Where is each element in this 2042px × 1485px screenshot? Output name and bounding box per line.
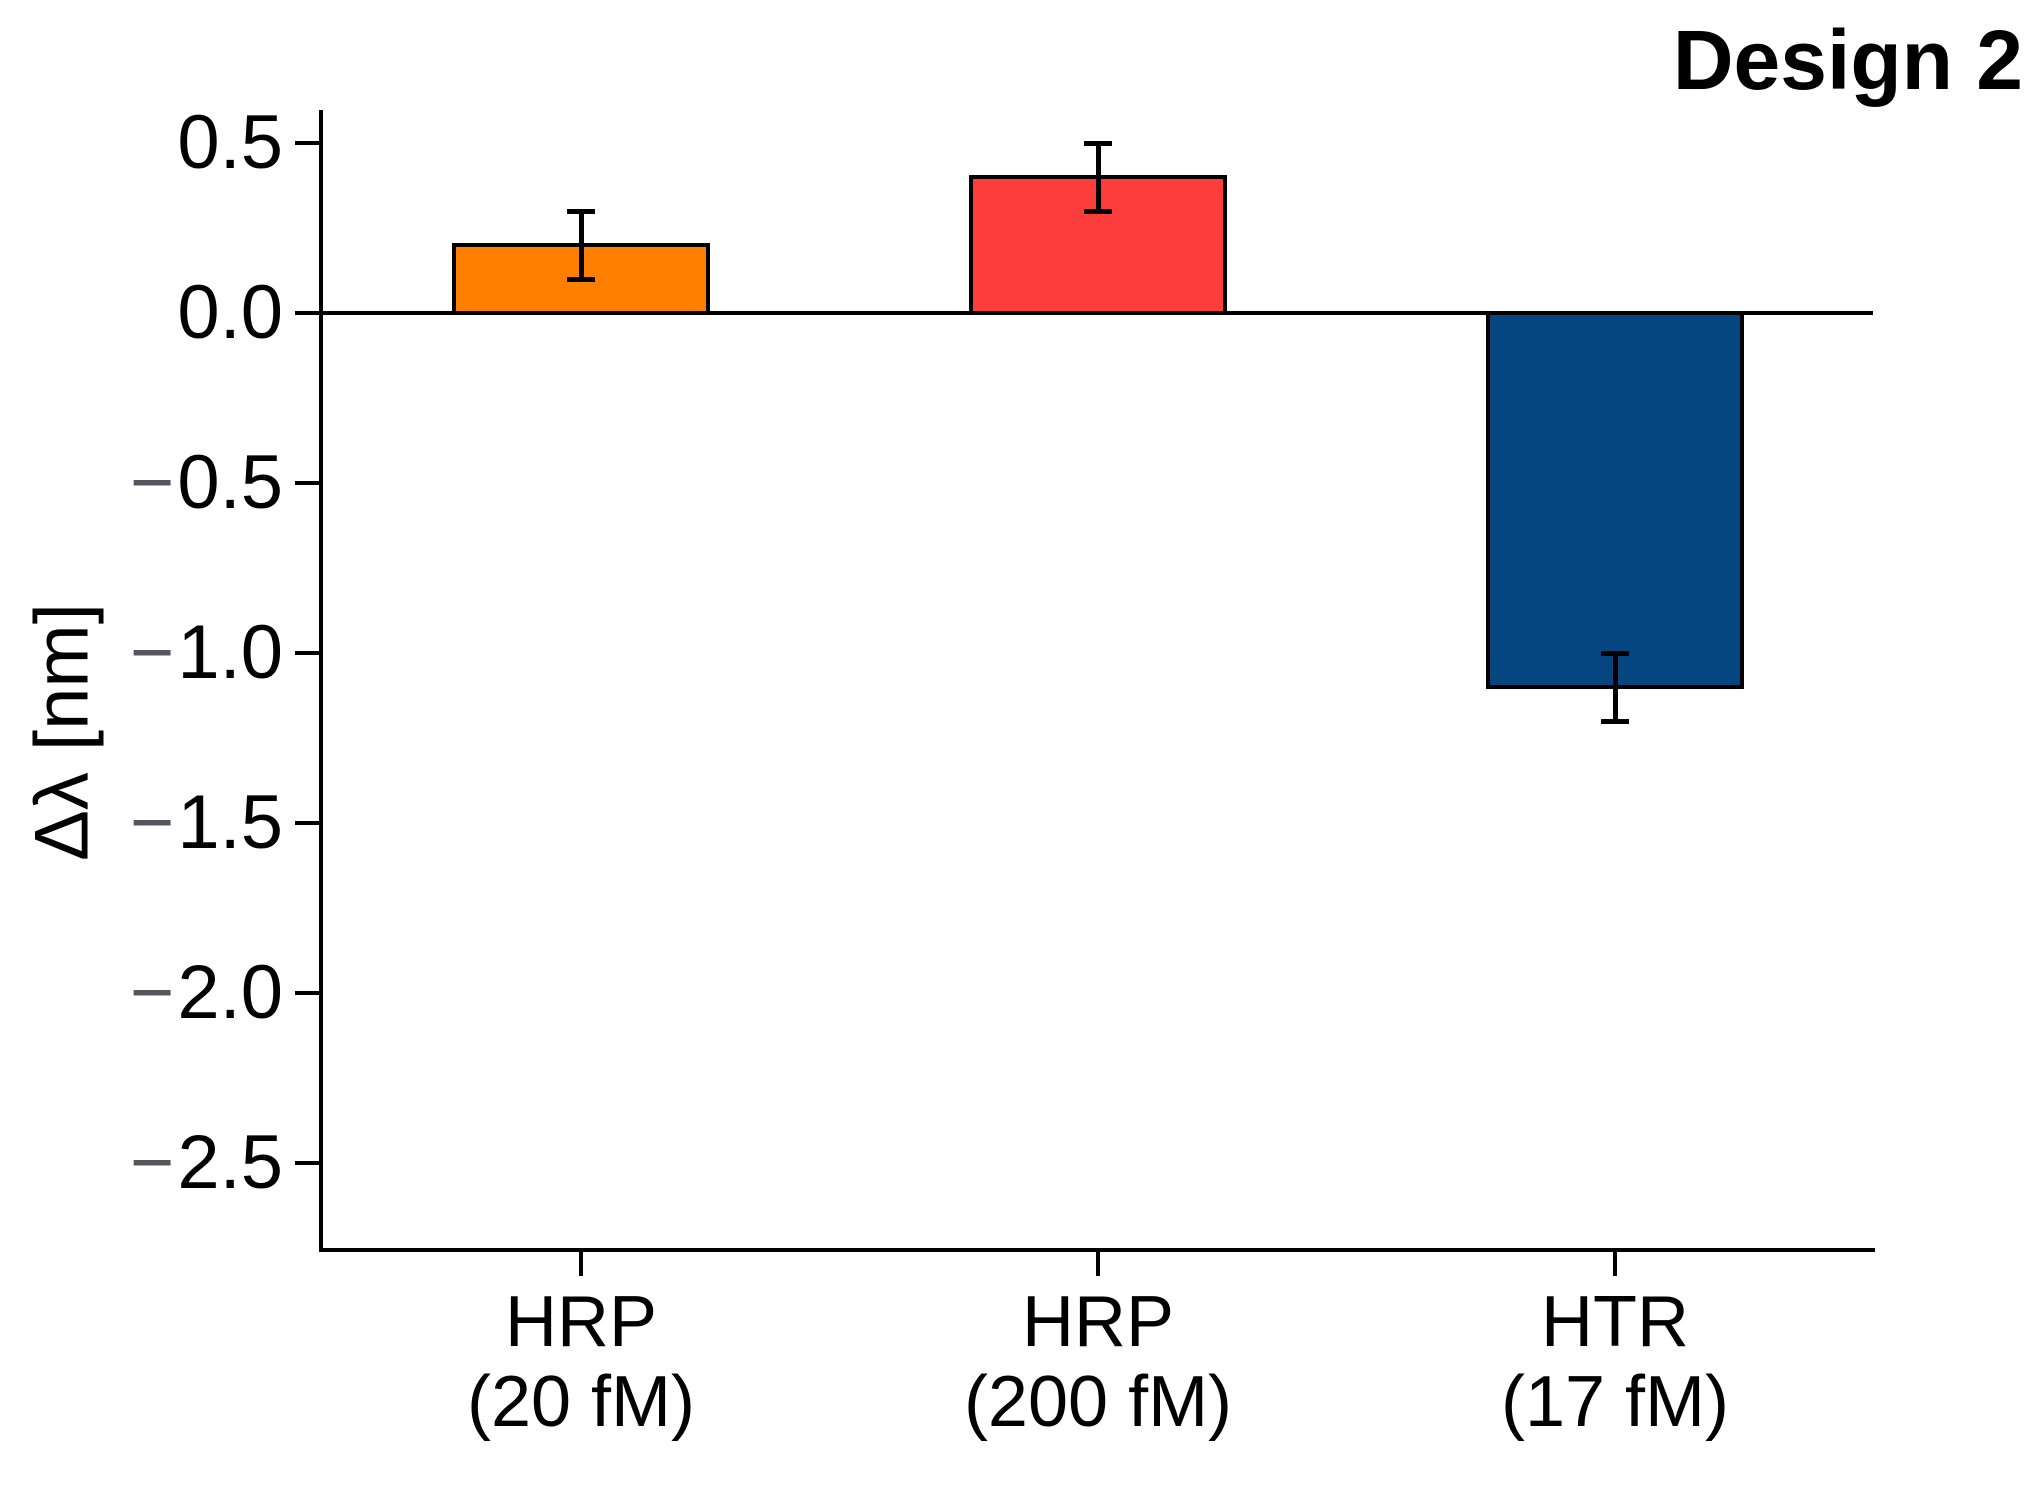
minus-sign: −	[129, 1120, 175, 1205]
error-bar-cap-top	[1084, 141, 1112, 146]
error-bar-htr-17-fm	[1613, 653, 1618, 721]
error-bar-hrp-20-fm	[579, 211, 584, 279]
minus-sign: −	[129, 610, 175, 695]
y-axis-line	[319, 110, 323, 1252]
y-tick-number: 0.5	[177, 100, 283, 185]
x-category-concentration: (200 fM)	[963, 1362, 1233, 1442]
y-tick-label: −2.5	[0, 1117, 283, 1209]
y-tick-number: 0.0	[177, 270, 283, 355]
error-bar-cap-top	[567, 209, 595, 214]
y-tick-mark	[295, 991, 321, 995]
error-bar-cap-bottom	[1084, 209, 1112, 214]
x-category-name: HTR	[1541, 1282, 1689, 1362]
error-bar-cap-bottom	[567, 277, 595, 282]
y-tick-number: 2.5	[177, 1120, 283, 1205]
x-category-concentration: (17 fM)	[1500, 1362, 1730, 1442]
y-tick-mark	[295, 821, 321, 825]
minus-sign: −	[129, 950, 175, 1035]
y-tick-label: 0.5	[0, 97, 283, 189]
y-tick-label: −1.0	[0, 607, 283, 699]
y-tick-mark	[295, 651, 321, 655]
error-bar-cap-top	[1601, 651, 1629, 656]
x-category-label-hrp-20-fm: HRP (20 fM)	[321, 1282, 841, 1442]
minus-sign: −	[129, 440, 175, 525]
y-tick-label: −1.5	[0, 777, 283, 869]
y-tick-number: 2.0	[177, 950, 283, 1035]
x-category-concentration: (20 fM)	[466, 1362, 696, 1442]
y-tick-mark	[295, 481, 321, 485]
y-tick-mark	[295, 1161, 321, 1165]
bar-htr-17-fm	[1486, 311, 1744, 689]
y-tick-label: 0.0	[0, 267, 283, 359]
y-tick-label: −2.0	[0, 947, 283, 1039]
y-tick-mark	[295, 141, 321, 145]
y-tick-number: 1.0	[177, 610, 283, 695]
error-bar-cap-bottom	[1601, 719, 1629, 724]
error-bar-hrp-200-fm	[1096, 143, 1101, 211]
x-category-label-htr-17-fm: HTR (17 fM)	[1355, 1282, 1875, 1442]
y-tick-label: −0.5	[0, 437, 283, 529]
minus-sign: −	[129, 780, 175, 865]
x-tick-mark	[1613, 1252, 1617, 1276]
y-tick-number: 0.5	[177, 440, 283, 525]
y-tick-mark	[295, 311, 321, 315]
x-category-label-hrp-200-fm: HRP (200 fM)	[838, 1282, 1358, 1442]
x-tick-mark	[1096, 1252, 1100, 1276]
chart-title: Design 2	[1672, 13, 2023, 107]
x-axis-line	[319, 1248, 1875, 1252]
x-category-name: HRP	[1021, 1282, 1174, 1362]
x-tick-mark	[579, 1252, 583, 1276]
y-tick-number: 1.5	[177, 780, 283, 865]
x-category-name: HRP	[504, 1282, 657, 1362]
